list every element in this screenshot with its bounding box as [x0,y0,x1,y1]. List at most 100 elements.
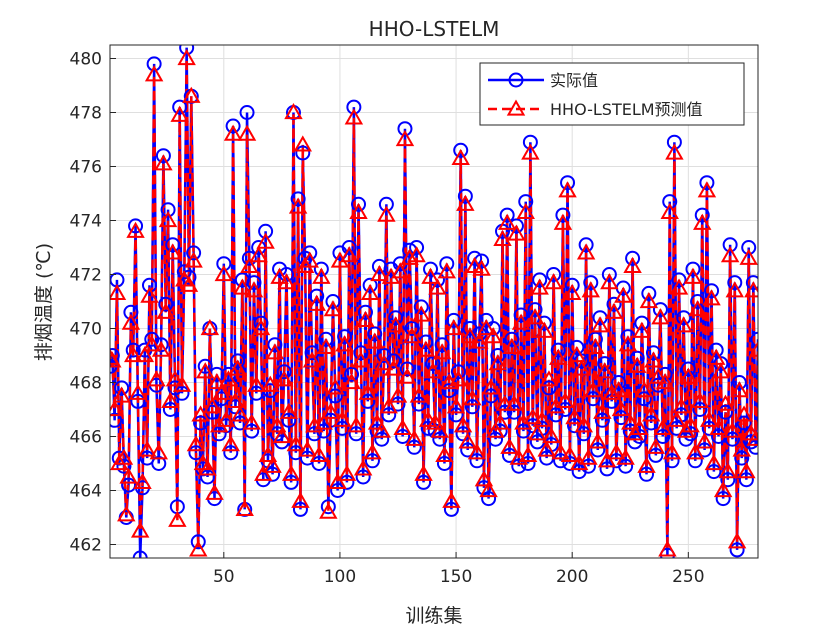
circle-marker [197,358,213,374]
triangle-marker [669,278,689,295]
triangle-marker [574,416,594,433]
triangle-marker [595,362,614,379]
circle-marker [497,404,513,420]
circle-marker [508,218,524,234]
circle-marker [750,331,758,347]
triangle-marker [258,445,278,463]
triangle-marker [335,335,354,352]
triangle-marker [254,464,273,481]
circle-marker [738,472,754,488]
triangle-marker [265,343,285,360]
triangle-marker [263,456,282,473]
circle-marker [439,256,455,272]
circle-marker [704,283,720,299]
circle-marker [594,412,610,428]
circle-marker [671,272,687,288]
triangle-marker [212,383,231,400]
circle-marker [246,275,262,291]
triangle-marker [200,318,220,336]
triangle-marker [323,300,343,317]
triangle-marker [472,259,491,276]
y-tick-label: 462 [70,536,102,556]
axes: 50 100 150 200 250 462 464 466 468 470 472 474 476 47… [70,44,759,587]
circle-marker [172,99,188,115]
circle-marker [467,250,483,266]
triangle-marker [307,294,326,311]
triangle-marker [314,413,333,430]
triangle-marker [228,359,247,376]
triangle-marker [723,421,742,438]
triangle-marker [674,316,693,333]
triangle-marker [172,375,192,392]
triangle-marker [451,148,470,166]
circle-marker [411,396,427,412]
triangle-marker [391,262,410,279]
triangle-marker [312,267,331,284]
circle-marker [578,237,594,253]
circle-marker [731,375,747,390]
circle-marker [557,402,573,417]
triangle-marker [333,410,352,427]
triangle-marker [302,351,322,368]
triangle-marker [688,300,707,317]
circle-marker [320,499,336,515]
triangle-marker [660,202,679,220]
circle-marker [158,296,174,312]
triangle-marker [121,313,141,330]
circle-marker [290,191,306,207]
circle-marker [741,240,757,255]
triangle-marker [316,337,336,355]
triangle-marker [602,383,621,400]
triangle-marker [530,278,549,295]
triangle-marker [230,405,250,422]
triangle-marker [319,502,338,519]
triangle-marker [330,251,350,268]
circle-marker [508,72,524,88]
circle-marker [248,385,264,401]
circle-marker [634,315,650,331]
triangle-marker [226,391,245,409]
triangle-marker [697,181,717,198]
triangle-marker [518,445,538,463]
triangle-marker [456,194,475,211]
triangle-marker [470,332,489,349]
legend-label: HHO-LSTELM预测值 [550,100,703,119]
triangle-marker [384,359,403,376]
plot-area [110,45,758,558]
circle-marker [244,423,260,439]
triangle-marker [718,462,738,479]
circle-marker [652,302,668,318]
circle-marker [174,385,190,401]
triangle-marker [112,386,131,403]
triangle-marker [690,391,710,409]
triangle-marker [388,386,408,403]
triangle-marker [702,289,721,306]
triangle-marker [604,302,624,319]
circle-marker [160,202,176,218]
triangle-marker [295,256,315,274]
triangle-marker [198,459,217,476]
y-tick-label: 480 [70,50,102,70]
circle-marker [200,469,216,485]
triangle-marker [514,413,533,430]
triangle-marker [528,424,547,441]
triangle-marker [525,308,545,325]
circle-marker [193,415,209,431]
y-tick-label: 472 [70,266,102,286]
circle-marker [599,461,615,477]
triangle-marker [560,445,580,463]
circle-marker [267,337,283,353]
circle-marker [162,402,178,417]
circle-marker [648,447,664,463]
y-tick-label: 464 [70,482,102,502]
circle-marker [116,458,132,474]
triangle-marker [646,437,666,454]
circle-marker [450,364,466,380]
circle-marker [639,466,655,482]
circle-marker [736,415,752,431]
triangle-marker [579,448,598,465]
triangle-marker [567,345,587,363]
circle-marker [683,426,699,442]
triangle-marker [216,410,236,427]
